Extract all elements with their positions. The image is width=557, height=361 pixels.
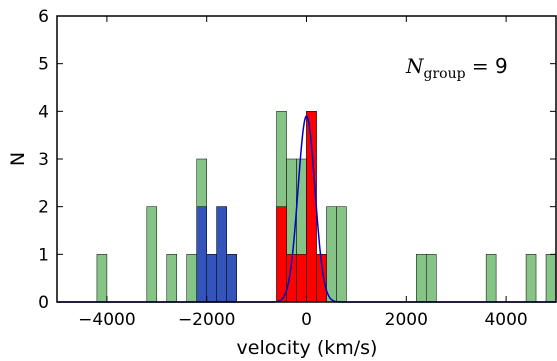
histogram-bar: [206, 254, 217, 303]
x-tick-label: 2000: [385, 310, 428, 330]
histogram-bar: [166, 254, 178, 303]
histogram-bar: [336, 206, 347, 303]
histogram-bar: [196, 206, 207, 303]
annotation-symbol: N: [405, 54, 425, 78]
x-axis-label: velocity (km/s): [237, 337, 378, 359]
histogram-bar: [96, 254, 108, 303]
y-axis-label: N: [7, 152, 29, 166]
y-tick-label: 5: [38, 55, 49, 75]
y-tick-label: 4: [38, 102, 49, 122]
histogram-bar: [326, 206, 337, 303]
y-tick-label: 0: [38, 293, 49, 313]
annotation-subscript: group: [424, 66, 466, 82]
x-tick-label: −2000: [178, 310, 236, 330]
y-tick-label: 1: [38, 245, 49, 265]
annotation-value: 9: [495, 54, 508, 78]
y-tick-label: 3: [38, 150, 49, 170]
histogram-bar: [276, 206, 287, 303]
group-count-annotation: Ngroup = 9: [405, 54, 508, 82]
x-tick-label: 4000: [484, 310, 527, 330]
annotation-relation: =: [466, 54, 495, 78]
histogram-bar: [545, 254, 557, 303]
y-tick-label: 2: [38, 198, 49, 218]
histogram-bar: [186, 254, 197, 303]
histogram-bar: [525, 254, 537, 303]
histogram-bar: [416, 254, 427, 303]
histogram-bar: [226, 254, 237, 303]
histogram-bar: [485, 254, 497, 303]
histogram-bar: [146, 206, 158, 303]
x-tick-label: −4000: [78, 310, 136, 330]
histogram-bar: [296, 254, 307, 303]
y-tick-label: 6: [38, 7, 49, 27]
histogram-bar: [426, 254, 437, 303]
x-tick-label: 0: [301, 310, 312, 330]
axis-ticks: −4000 −2000 0 2000 4000 0 1 2 3 4 5 6: [38, 7, 556, 330]
histogram-bar: [216, 206, 227, 303]
